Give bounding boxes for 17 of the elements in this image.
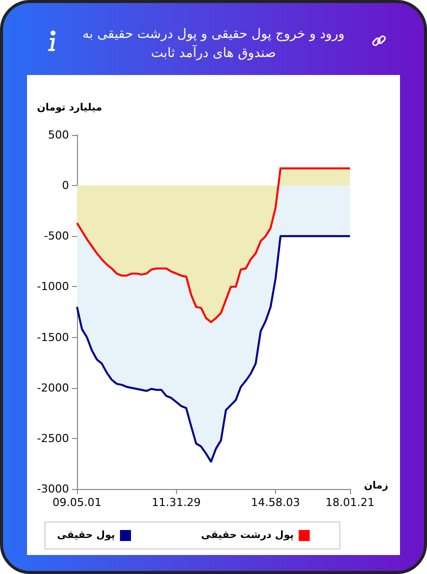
y-tick-label: -3000 bbox=[37, 482, 69, 496]
y-tick-label: -2500 bbox=[37, 432, 69, 445]
x-tick-label: 11.31.29 bbox=[152, 496, 201, 509]
y-tick-label: 0 bbox=[62, 179, 69, 192]
y-tick-label: -1500 bbox=[37, 330, 69, 344]
y-tick-label: -1000 bbox=[37, 280, 69, 294]
chart-title: ورود و خروج پول حقیقی و پول درشت حقیقی به صندوق های درآمد ثابت bbox=[81, 26, 346, 63]
x-tick-label: 09.05.01 bbox=[52, 496, 102, 509]
y-axis-title: میلیارد تومان bbox=[37, 102, 102, 114]
x-axis-title: زمان bbox=[364, 480, 388, 492]
legend-label: پول حقیقی bbox=[57, 530, 116, 541]
x-tick-label: 14.58.03 bbox=[251, 496, 300, 509]
y-tick-label: 500 bbox=[48, 128, 69, 142]
y-tick-label: -2000 bbox=[37, 381, 69, 394]
x-tick-label: 18.01.21 bbox=[326, 496, 374, 509]
y-tick-label: -500 bbox=[44, 230, 69, 243]
legend-label: پول درشت حقیقی bbox=[200, 530, 294, 541]
